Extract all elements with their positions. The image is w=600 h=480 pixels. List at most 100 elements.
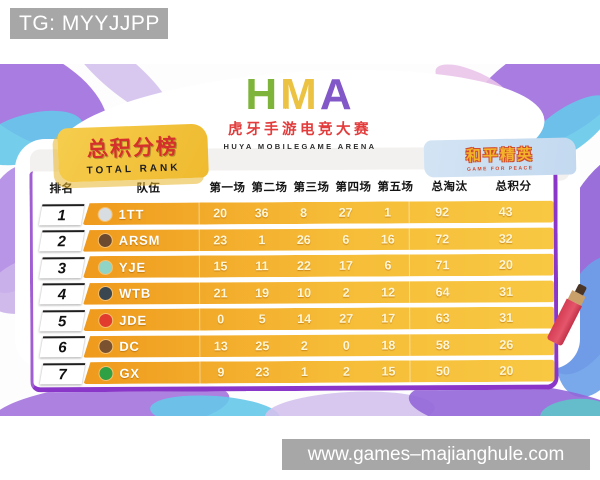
- score-value: 23: [213, 232, 228, 247]
- score-value: 9: [217, 365, 225, 380]
- table-row: 4 WTB 21 19 10 2 12 64 31: [33, 280, 554, 305]
- score-game2: 36: [254, 206, 269, 221]
- total-kills-value: 92: [435, 205, 450, 220]
- score-game3: 8: [300, 205, 308, 220]
- score-game3: 2: [300, 338, 308, 353]
- score-value: 21: [213, 285, 228, 300]
- event-title-cn: 虎牙手游电竞大赛: [228, 122, 372, 138]
- score-game4: 2: [342, 364, 350, 379]
- rank-number: 4: [57, 286, 67, 304]
- total-points-cell: 31: [499, 310, 514, 325]
- rank-tab: 1: [38, 203, 85, 225]
- score-value: 13: [213, 338, 228, 353]
- score-game4: 27: [339, 311, 354, 326]
- header-total-kills: 总淘汰: [431, 181, 468, 194]
- hma-logo-letter: A: [319, 70, 355, 119]
- total-kills-value: 50: [435, 364, 450, 379]
- team-cell: GX: [83, 365, 199, 381]
- team-logo: [99, 366, 112, 379]
- total-points-cell: 43: [498, 204, 513, 219]
- header-game1: 第一场: [209, 182, 246, 195]
- table-row: 1 1TT 20 36 8 27 1 92 43: [33, 201, 554, 226]
- team-score-bar: WTB 21 19 10 2 12 64 31: [83, 280, 554, 304]
- total-kills-value: 72: [435, 231, 450, 246]
- watermark-banner: www.games–majianghule.com: [282, 439, 590, 470]
- score-game2: 1: [258, 232, 266, 247]
- score-game4: 6: [342, 232, 350, 247]
- table-row: 7 GX 9 23 1 2 15 50 20: [33, 360, 554, 385]
- hma-logo-letters: HMA »» »»: [0, 73, 600, 118]
- team-score-bar: JDE 0 5 14 27 17 63 31: [83, 307, 554, 331]
- score-game3: 14: [297, 311, 312, 326]
- score-game2: 25: [255, 338, 270, 353]
- team-logo: [99, 260, 112, 273]
- total-kills-cell: 58: [409, 334, 475, 356]
- rank-number: 1: [57, 206, 66, 224]
- score-value: 0: [217, 312, 225, 327]
- header-game5: 第五场: [377, 181, 414, 194]
- score-game1: 20: [199, 202, 241, 224]
- total-points-cell: 32: [498, 231, 513, 246]
- rank-cell: 1: [33, 203, 91, 225]
- team-logo: [99, 207, 112, 220]
- table-row: 6 DC 13 25 2 0 18 58 26: [33, 333, 554, 358]
- rank-tab: 6: [39, 336, 86, 358]
- rank-tab: 2: [38, 230, 85, 252]
- team-cell: DC: [83, 338, 199, 354]
- score-game5: 15: [381, 364, 396, 379]
- total-kills-value: 58: [435, 337, 450, 352]
- rank-tab: 3: [39, 256, 85, 278]
- score-game4: 0: [342, 338, 350, 353]
- rank-number: 3: [57, 259, 66, 277]
- total-kills-cell: 63: [409, 307, 475, 329]
- score-game5: 1: [384, 205, 392, 220]
- team-name: YJE: [118, 259, 146, 275]
- score-game3: 26: [296, 232, 311, 247]
- team-score-bar: 1TT 20 36 8 27 1 92 43: [83, 201, 554, 225]
- total-kills-value: 71: [435, 258, 450, 273]
- total-points-cell: 20: [499, 363, 514, 378]
- team-cell: ARSM: [83, 232, 199, 248]
- score-game4: 27: [338, 205, 353, 220]
- total-kills-cell: 72: [409, 228, 475, 250]
- rank-cell: 7: [33, 362, 91, 384]
- score-game4: 2: [342, 285, 350, 300]
- score-game1: 9: [199, 361, 241, 383]
- total-rank-subtitle: TOTAL RANK: [86, 161, 181, 177]
- score-game3: 10: [297, 285, 312, 300]
- team-name: WTB: [119, 285, 152, 301]
- team-logo: [99, 287, 112, 300]
- team-cell: YJE: [83, 259, 199, 275]
- rank-cell: 2: [33, 230, 91, 252]
- score-game1: 0: [199, 308, 241, 330]
- rank-cell: 6: [33, 336, 91, 358]
- score-game2: 11: [255, 259, 269, 274]
- score-game3: 1: [300, 364, 308, 379]
- rank-number: 7: [58, 365, 67, 383]
- rank-number: 6: [57, 339, 67, 357]
- rank-table-panel: 排名 队伍 第一场 第二场 第三场 第四场 第五场 总淘汰 总积分 1 1TT …: [29, 168, 559, 393]
- team-score-bar: YJE 15 11 22 17 6 71 20: [83, 254, 554, 278]
- rank-number: 5: [57, 312, 67, 330]
- rank-number: 2: [57, 233, 66, 251]
- score-game1: 13: [199, 335, 241, 357]
- game-title-banner: 和平精英 GAME FOR PEACE: [423, 137, 577, 178]
- rank-cell: 3: [33, 256, 91, 278]
- score-game5: 6: [384, 258, 392, 273]
- team-name: 1TT: [118, 206, 145, 222]
- game-title: 和平精英: [465, 145, 535, 165]
- score-game4: 17: [338, 258, 353, 273]
- hma-logo-letter: H: [245, 70, 281, 119]
- total-kills-cell: 92: [409, 201, 475, 223]
- table-row: 3 YJE 15 11 22 17 6 71 20: [33, 254, 554, 279]
- total-points-cell: 26: [499, 337, 514, 352]
- header-game4: 第四场: [335, 181, 372, 194]
- score-value: 20: [213, 206, 228, 221]
- arrow-decoration-icon: »»: [330, 105, 340, 117]
- team-score-bar: ARSM 23 1 26 6 16 72 32: [83, 227, 554, 251]
- total-points-cell: 31: [499, 284, 514, 299]
- score-game5: 18: [381, 337, 396, 353]
- game-subtitle: GAME FOR PEACE: [466, 164, 534, 173]
- header-game3: 第三场: [293, 181, 330, 195]
- team-score-bar: DC 13 25 2 0 18 58 26: [83, 333, 554, 357]
